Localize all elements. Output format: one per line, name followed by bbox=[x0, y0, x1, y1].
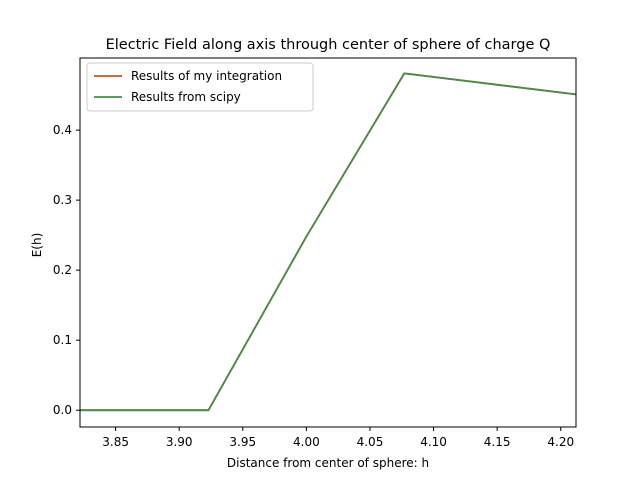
x-tick-label: 3.95 bbox=[229, 435, 256, 449]
x-tick-label: 4.15 bbox=[484, 435, 511, 449]
x-tick-label: 3.90 bbox=[166, 435, 193, 449]
x-axis-title: Distance from center of sphere: h bbox=[227, 456, 429, 470]
y-tick-label: 0.4 bbox=[53, 123, 72, 137]
y-tick-label: 0.1 bbox=[53, 333, 72, 347]
x-tick-label: 4.20 bbox=[547, 435, 574, 449]
y-tick-label: 0.3 bbox=[53, 193, 72, 207]
series-layer bbox=[80, 72, 577, 412]
y-axis-ticks: 0.0 0.1 0.2 0.3 0.4 bbox=[53, 123, 80, 417]
x-axis-ticks: 3.85 3.90 3.95 4.00 4.05 4.10 4.15 4.20 bbox=[102, 427, 574, 449]
legend-label-my-integration: Results of my integration bbox=[131, 69, 282, 83]
x-tick-label: 4.05 bbox=[357, 435, 384, 449]
legend-label-scipy: Results from scipy bbox=[131, 90, 241, 104]
legend-box bbox=[86, 62, 314, 112]
y-tick-label: 0.0 bbox=[53, 403, 72, 417]
y-axis-title: E(h) bbox=[30, 233, 44, 258]
plot-background bbox=[80, 58, 576, 427]
chart-title: Electric Field along axis through center… bbox=[106, 37, 551, 53]
legend: Results of my integration Results from s… bbox=[86, 62, 314, 112]
x-tick-label: 4.00 bbox=[293, 435, 320, 449]
y-tick-label: 0.2 bbox=[53, 263, 72, 277]
x-tick-label: 3.85 bbox=[102, 435, 129, 449]
plot-frame bbox=[79, 57, 577, 428]
series-line-1 bbox=[80, 72, 577, 412]
x-tick-label: 4.10 bbox=[420, 435, 447, 449]
